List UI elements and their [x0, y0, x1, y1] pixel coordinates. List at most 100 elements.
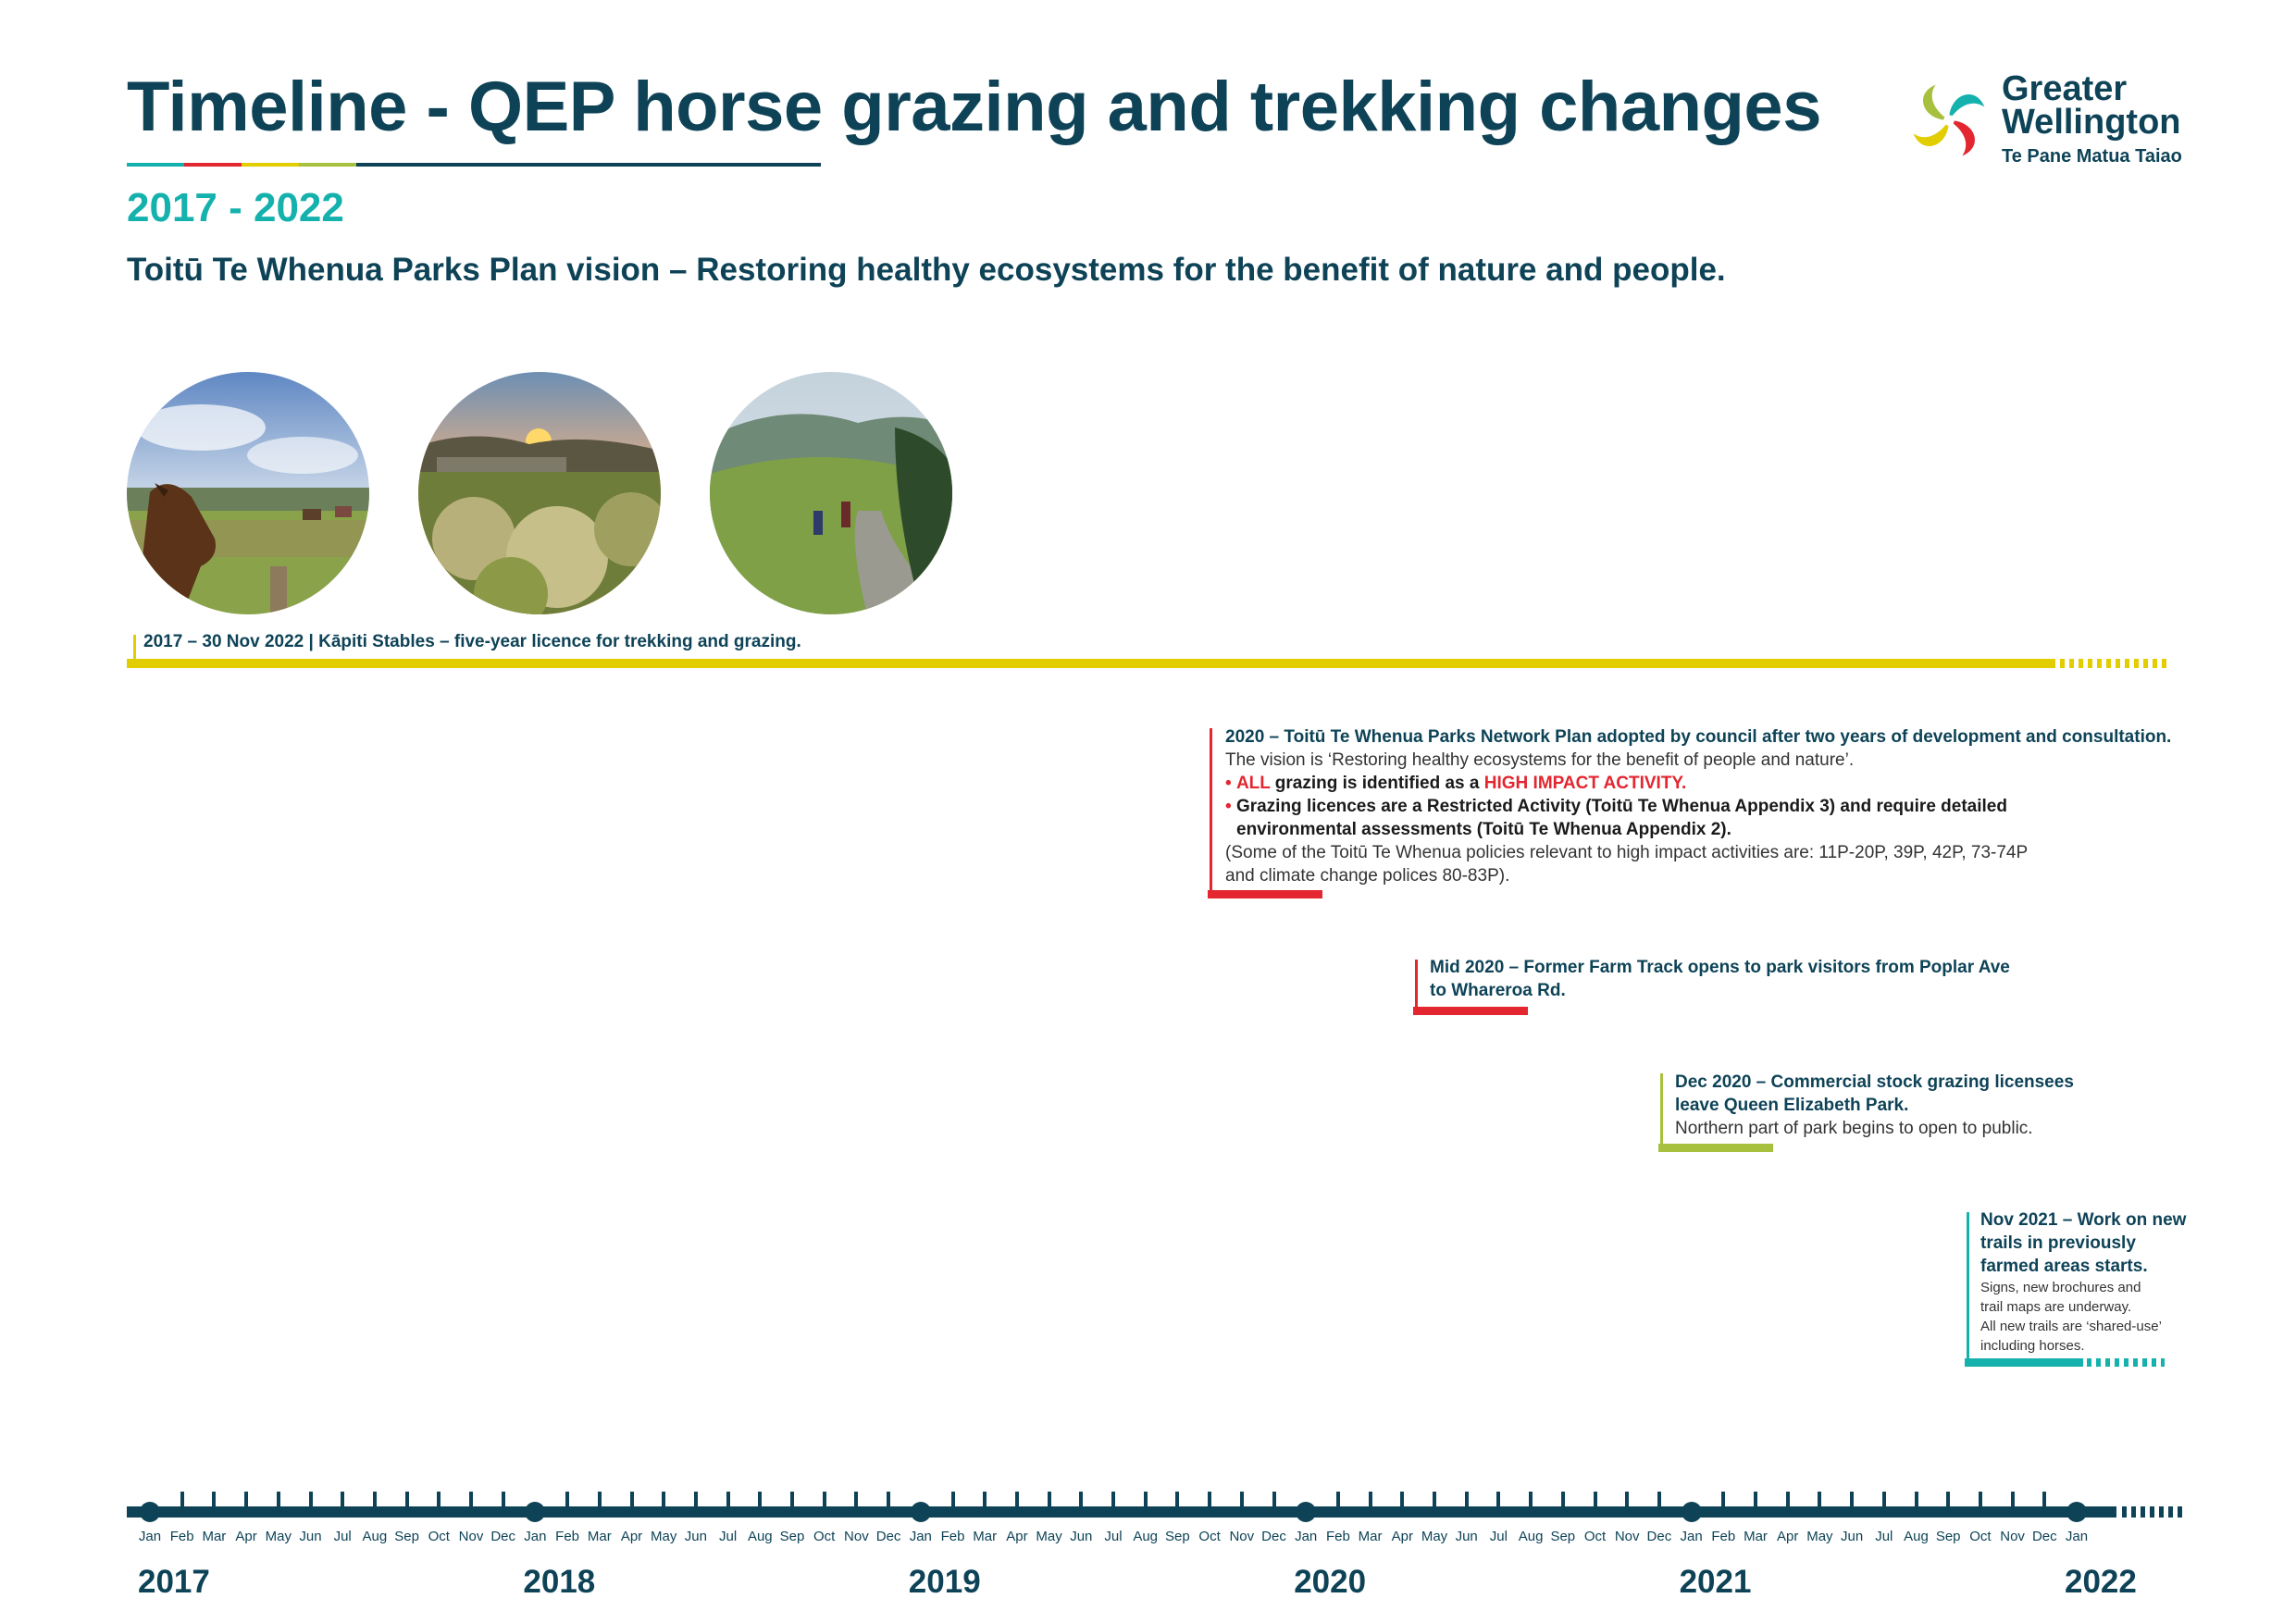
month-tick: [1529, 1492, 1533, 1508]
timeline-axis: [127, 1506, 2116, 1518]
month-label: Jan: [2065, 1529, 2089, 1544]
month-tick: [1175, 1492, 1180, 1508]
month-label: Apr: [1777, 1529, 1799, 1544]
month-label: Jul: [1489, 1529, 1508, 1544]
month-tick: [1464, 1492, 1469, 1508]
month-tick: [1272, 1492, 1276, 1508]
month-tick: [950, 1492, 955, 1508]
event-farm-track-marker: [1415, 960, 1418, 1011]
month-label: Oct: [1969, 1529, 1992, 1544]
timeline-axis-continuation: [2122, 1506, 2185, 1518]
month-label: Jul: [719, 1529, 738, 1544]
month-label: Jul: [333, 1529, 352, 1544]
month-tick: [2010, 1492, 2015, 1508]
month-label: Mar: [587, 1529, 612, 1544]
licence-marker-tick: [133, 635, 136, 659]
month-label: Mar: [202, 1529, 227, 1544]
month-tick: [437, 1492, 441, 1508]
month-tick: [1400, 1492, 1405, 1508]
month-tick: [1978, 1492, 1982, 1508]
month-tick: [1014, 1492, 1019, 1508]
month-tick: [565, 1492, 570, 1508]
month-tick: [1496, 1492, 1501, 1508]
photo-horses: [127, 372, 369, 614]
event-trails-text: Nov 2021 – Work on new trails in previou…: [1980, 1208, 2203, 1356]
month-label: Nov: [2000, 1529, 2025, 1544]
month-label: Apr: [1006, 1529, 1028, 1544]
month-label: Jun: [1455, 1529, 1478, 1544]
event-grazing-line-1: Dec 2020 – Commercial stock grazing lice…: [1675, 1072, 2074, 1092]
event-farm-track-text: Mid 2020 – Former Farm Track opens to pa…: [1430, 956, 2170, 1002]
month-label: Feb: [1711, 1529, 1736, 1544]
event-plan-heading: 2020 – Toitū Te Whenua Parks Network Pla…: [1225, 727, 2172, 747]
event-plan-marker: [1210, 728, 1212, 892]
month-tick: [983, 1492, 987, 1508]
event-plan-vision: The vision is ‘Restoring healthy ecosyst…: [1225, 750, 1855, 770]
month-tick: [1721, 1492, 1726, 1508]
year-marker-dot: [525, 1502, 546, 1522]
month-tick: [372, 1492, 377, 1508]
month-tick: [758, 1492, 763, 1508]
month-tick: [1818, 1492, 1822, 1508]
month-tick: [501, 1492, 505, 1508]
month-label: Sep: [1165, 1529, 1190, 1544]
month-tick: [2042, 1492, 2047, 1508]
month-label: Sep: [1935, 1529, 1961, 1544]
month-label: May: [1806, 1529, 1833, 1544]
month-tick: [1946, 1492, 1951, 1508]
month-tick: [180, 1492, 184, 1508]
month-label: Apr: [620, 1529, 643, 1544]
month-tick: [1754, 1492, 1757, 1508]
month-tick: [1593, 1492, 1597, 1508]
event-trails-small-1: Signs, new brochures and: [1980, 1280, 2141, 1295]
month-tick: [1657, 1492, 1661, 1508]
event-trails-line-3: farmed areas starts.: [1980, 1257, 2148, 1276]
event-farm-track-bar: [1413, 1007, 1528, 1015]
month-tick: [1881, 1492, 1886, 1508]
event-trails-small-4: including horses.: [1980, 1338, 2085, 1354]
month-label: Aug: [747, 1529, 773, 1544]
logo-wordmark: Greater Wellington Te Pane Matua Taiao: [2002, 71, 2182, 167]
month-label: Jul: [1104, 1529, 1123, 1544]
event-plan-bar: [1208, 890, 1322, 898]
month-label: Jun: [684, 1529, 707, 1544]
month-label: Feb: [940, 1529, 965, 1544]
month-label: Dec: [1646, 1529, 1672, 1544]
licence-period-bar: [127, 659, 2055, 668]
month-label: Jun: [299, 1529, 322, 1544]
month-tick: [1335, 1492, 1340, 1508]
month-label: Jun: [1841, 1529, 1864, 1544]
month-tick: [308, 1492, 313, 1508]
month-tick: [1850, 1492, 1855, 1508]
event-grazing-marker: [1660, 1073, 1663, 1147]
month-tick: [629, 1492, 634, 1508]
year-marker-dot: [910, 1502, 931, 1522]
event-farm-track-line-2: to Whareroa Rd.: [1430, 981, 1566, 1000]
month-label: Nov: [1229, 1529, 1255, 1544]
event-plan-bullet-1: • ALL grazing is identified as a HIGH IM…: [1225, 774, 1687, 793]
month-label: Sep: [779, 1529, 805, 1544]
month-label: Jul: [1875, 1529, 1893, 1544]
month-label: Feb: [1325, 1529, 1350, 1544]
event-plan-note-2: and climate change polices 80-83P).: [1225, 866, 1510, 886]
month-label: Mar: [973, 1529, 998, 1544]
month-label: Jan: [1295, 1529, 1318, 1544]
month-tick: [1625, 1492, 1630, 1508]
logo-line-2: Wellington: [2002, 103, 2181, 142]
month-tick: [244, 1492, 249, 1508]
vision-statement: Toitū Te Whenua Parks Plan vision – Rest…: [127, 252, 1726, 288]
month-tick: [1208, 1492, 1212, 1508]
month-label: May: [651, 1529, 677, 1544]
month-label: Mar: [1744, 1529, 1768, 1544]
event-trails-line-1: Nov 2021 – Work on new: [1980, 1210, 2187, 1230]
event-trails-line-2: trails in previously: [1980, 1233, 2136, 1253]
event-trails-marker: [1967, 1212, 1969, 1362]
event-grazing-line-3: Northern part of park begins to open to …: [1675, 1119, 2033, 1138]
month-tick: [1914, 1492, 1918, 1508]
photo-walkers-track: [710, 372, 952, 614]
year-label: 2017: [138, 1564, 210, 1600]
event-trails-bar: [1965, 1358, 2083, 1367]
month-tick: [1079, 1492, 1084, 1508]
greater-wellington-logo-icon: [1913, 84, 1985, 156]
year-marker-dot: [140, 1502, 160, 1522]
